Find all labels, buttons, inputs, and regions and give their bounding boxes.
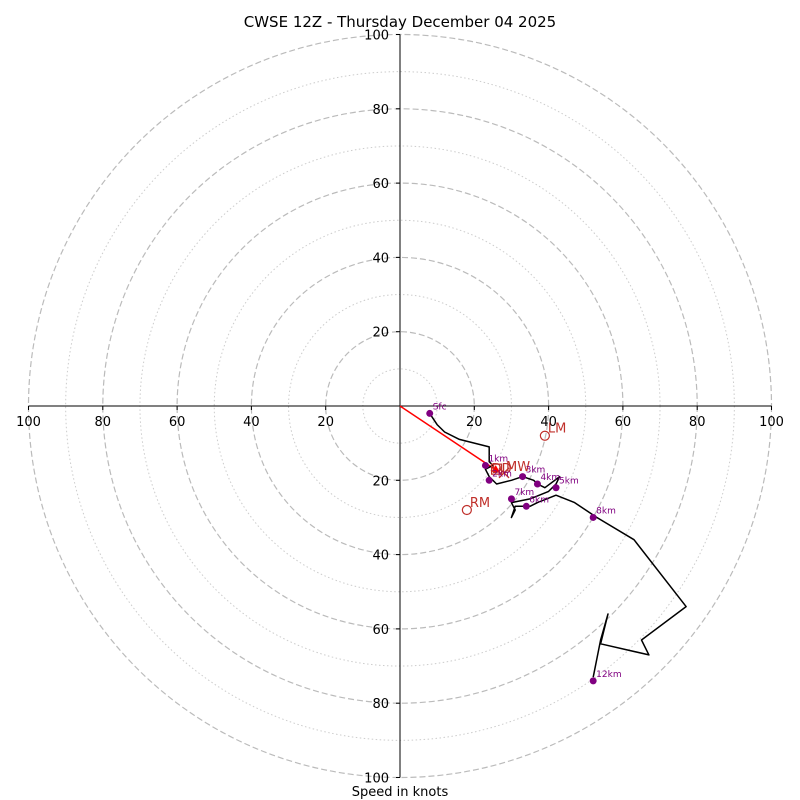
- tick-labels: 20 20 20 20 40 40 40 40 60 60 60 60 80 80 80 80 100 100 10…: [16, 29, 784, 787]
- height-label-7km: 7km: [514, 488, 534, 498]
- height-label-1km: 1km: [488, 454, 508, 464]
- storm-motion-marker-lm: [539, 430, 550, 441]
- storm-motion-label-lm: LM: [548, 422, 566, 437]
- x-tick-label: 100: [759, 415, 784, 430]
- x-axis-label: Speed in knots: [352, 785, 449, 800]
- chart-title: CWSE 12Z - Thursday December 04 2025: [244, 13, 556, 31]
- x-tick-label: 40: [540, 415, 557, 430]
- height-label-2km: 2km: [492, 469, 512, 479]
- height-label-8km: 8km: [596, 506, 616, 516]
- height-point-2km: [485, 476, 493, 484]
- height-label-6km: 6km: [529, 495, 549, 505]
- shear-vector-arrowhead: [491, 465, 501, 473]
- x-tick-label: 60: [169, 415, 186, 430]
- x-tick-label: 20: [317, 415, 334, 430]
- height-point-5km: [552, 484, 560, 492]
- x-tick-label: 80: [689, 415, 706, 430]
- x-tick-label: 100: [16, 415, 41, 430]
- height-label-5km: 5km: [559, 477, 579, 487]
- height-label-12km: 12km: [596, 670, 621, 680]
- storm-motion-label-rm: RM: [470, 496, 490, 511]
- storm-motion-label-mw: MW: [506, 460, 530, 475]
- height-point-7km: [507, 495, 515, 503]
- height-label-4km: 4km: [540, 473, 560, 483]
- x-tick-label: 60: [615, 415, 632, 430]
- y-tick-label: 40: [372, 549, 389, 564]
- height-label-3km: 3km: [526, 466, 546, 476]
- storm-motion-label-dd: DD: [492, 462, 512, 477]
- height-point-4km: [533, 480, 541, 488]
- y-tick-label: 20: [372, 326, 389, 341]
- shear-vector-line: [399, 405, 501, 474]
- height-point-8km: [589, 513, 597, 521]
- y-tick-label: 100: [364, 772, 389, 787]
- hodograph-trace: [429, 412, 687, 678]
- height-point-3km: [519, 473, 527, 481]
- height-point-sfc: [426, 409, 434, 417]
- y-tick-label: 60: [372, 623, 389, 638]
- y-tick-label: 20: [372, 474, 389, 489]
- y-tick-label: 40: [372, 251, 389, 266]
- height-point-12km: [589, 677, 597, 685]
- storm-motion-marker-rm: [461, 504, 472, 516]
- y-tick-label: 100: [364, 29, 389, 44]
- y-tick-label: 60: [372, 177, 389, 192]
- height-label-sfc: Sfc: [433, 402, 447, 412]
- height-point-1km: [481, 461, 489, 469]
- y-tick-label: 80: [372, 697, 389, 712]
- y-tick-label: 80: [372, 103, 389, 118]
- height-point-6km: [522, 502, 530, 510]
- x-tick-label: 40: [243, 415, 260, 430]
- x-tick-label: 80: [95, 415, 112, 430]
- storm-motion-marker-dd: [490, 463, 503, 475]
- x-tick-label: 20: [466, 415, 483, 430]
- storm-motion-marker-mw: [498, 467, 510, 479]
